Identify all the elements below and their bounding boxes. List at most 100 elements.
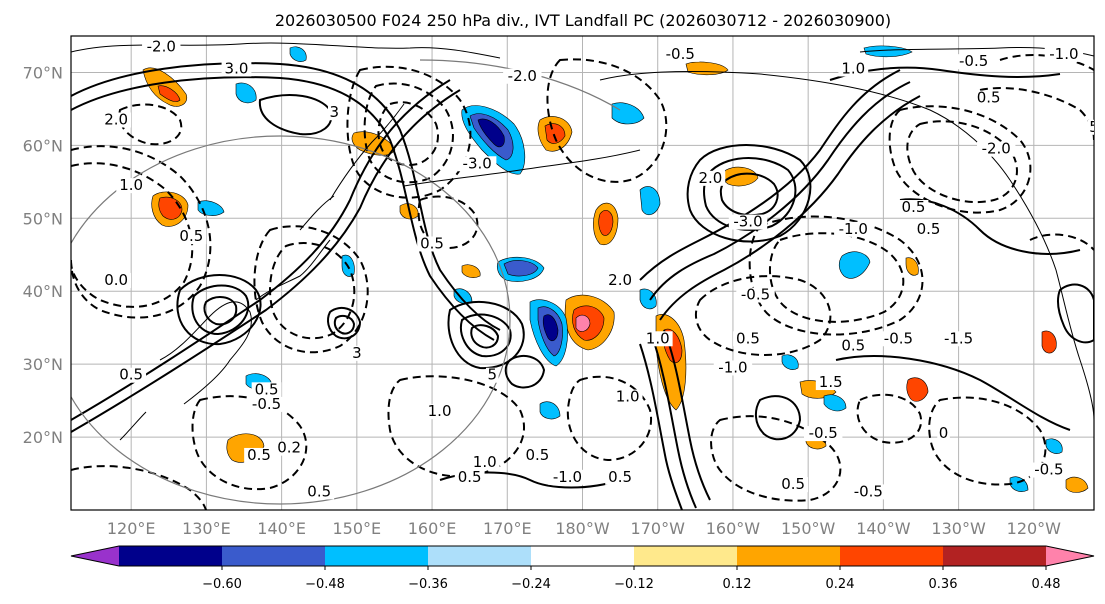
contour-label-bg: [101, 112, 132, 128]
dashed-contour: [71, 145, 212, 319]
colorbar-segment: [531, 546, 635, 566]
contour-label-bg: [1087, 119, 1094, 135]
contour-label: -2.0: [147, 38, 176, 56]
contour-label-bg: [244, 447, 274, 463]
contour-label: -0.5: [854, 482, 883, 500]
div-shading-warm: [1065, 476, 1089, 493]
coastline-asia: [159, 301, 252, 405]
colorbar-segment: [840, 546, 944, 566]
colorbar-outline: [70, 545, 1095, 567]
contour-label-bg: [954, 54, 993, 70]
colorbar-segment: [325, 546, 429, 566]
contour-label-bg: [804, 426, 843, 442]
div-shading-cool: [503, 260, 539, 277]
gridlines: [71, 36, 1094, 510]
contour-label: 2.0: [698, 169, 722, 187]
contour-label: -1.0: [553, 468, 582, 486]
colorbar-tick-label: −0.36: [408, 577, 448, 592]
coastlines: [71, 42, 1094, 441]
contour-label-bg: [116, 367, 147, 383]
contour-label: -0.5: [959, 52, 988, 70]
div-shading-warm: [905, 257, 919, 276]
solid-contour: [333, 315, 356, 335]
contour-label-bg: [642, 331, 673, 347]
contour-label-bg: [815, 375, 846, 391]
div-shading-warm: [544, 123, 566, 144]
dashed-contour: [928, 396, 1047, 486]
colorbar-tick-label: 0.24: [826, 577, 855, 592]
lat-tick-label: 70°N: [23, 63, 63, 82]
dashed-contour: [768, 232, 905, 323]
contour-label: 1.0: [119, 176, 143, 194]
contour-label-bg: [733, 331, 763, 347]
contour-label: 0.2: [277, 439, 301, 457]
contour-label: -0.5: [666, 45, 695, 63]
contour-label: -1.0: [839, 220, 868, 238]
div-shading-cool: [235, 82, 257, 104]
contour-label-bg: [548, 469, 587, 485]
lon-tick-label: 150°E: [333, 519, 382, 538]
contour-label-bg: [713, 360, 753, 376]
contour-labels: 2.0-2.03.01.00.50.00.50.50.5 0.20.5-0.5 1.…: [101, 38, 1094, 500]
div-shading-cool: [823, 394, 847, 412]
contour-label: -0.5: [741, 286, 770, 304]
colorbar-segment: [119, 546, 223, 566]
contour-label: 1.0: [646, 329, 670, 347]
contour-label-bg: [1029, 462, 1069, 478]
contour-label-bg: [838, 338, 869, 354]
lon-tick-label: 150°W: [781, 519, 836, 538]
solid-contour: [71, 89, 461, 433]
solid-contour: [639, 69, 901, 281]
contour-label: 3: [352, 344, 362, 362]
dashed-contour: [269, 242, 356, 340]
contour-label-bg: [350, 345, 364, 361]
contour-label: -1.0: [1049, 45, 1078, 63]
div-shading-cool: [611, 102, 645, 125]
lon-tick-label: 140°W: [856, 519, 911, 538]
div-shading-warm: [1041, 330, 1057, 354]
lon-tick-label: 120°E: [107, 519, 156, 538]
dashed-contour: [253, 225, 369, 354]
solid-contour: [176, 274, 262, 346]
contour-label-bg: [1044, 46, 1084, 62]
solid-contour: [686, 144, 812, 243]
contour-label: 0.5: [917, 220, 941, 238]
contour-label: 0: [939, 424, 949, 442]
colorbar-segment: [737, 546, 841, 566]
solid-contour: [639, 343, 683, 510]
contour-label-bg: [661, 46, 700, 62]
solid-contour: [1056, 283, 1094, 344]
div-shading-cool: [477, 118, 505, 148]
contour-label: 2.0: [104, 111, 128, 129]
map-panel: 2.0-2.03.01.00.50.00.50.50.5 0.20.5-0.5 1.…: [23, 35, 1095, 538]
contour-label: -1.0: [718, 358, 747, 376]
colorbar-tick-label: −0.24: [511, 577, 551, 592]
dashed-contour: [71, 465, 207, 510]
contour-label-bg: [612, 389, 643, 405]
dashed-contour: [118, 103, 183, 146]
contour-label-bg: [849, 484, 888, 500]
contour-label: 1.5: [819, 373, 843, 391]
dashed-contour: [387, 375, 525, 478]
pc-contours: [71, 62, 1094, 510]
lon-tick-label: 130°W: [931, 519, 986, 538]
contour-label-bg: [695, 170, 726, 186]
colorbar-tick-label: −0.12: [614, 577, 654, 592]
solid-contour: [663, 329, 711, 501]
dashed-contour: [71, 162, 194, 308]
contour-label: 1.0: [616, 388, 640, 406]
contour-label-bg: [898, 200, 929, 216]
div-shading-cool: [1045, 438, 1063, 454]
contour-label: 0.5: [525, 446, 549, 464]
contour-label: -0.5: [884, 329, 913, 347]
div-shading-cool: [289, 46, 307, 62]
contour-label-bg: [977, 141, 1016, 157]
coastline-kamchatka: [329, 103, 405, 201]
contour-label: 0.5: [736, 329, 760, 347]
contour-label-bg: [304, 484, 335, 500]
contour-label-bg: [973, 90, 1004, 106]
contour-label: 0.5: [608, 468, 632, 486]
div-shading-cool: [781, 354, 799, 370]
solid-contour: [191, 284, 250, 336]
div-shading-cool: [639, 186, 661, 216]
